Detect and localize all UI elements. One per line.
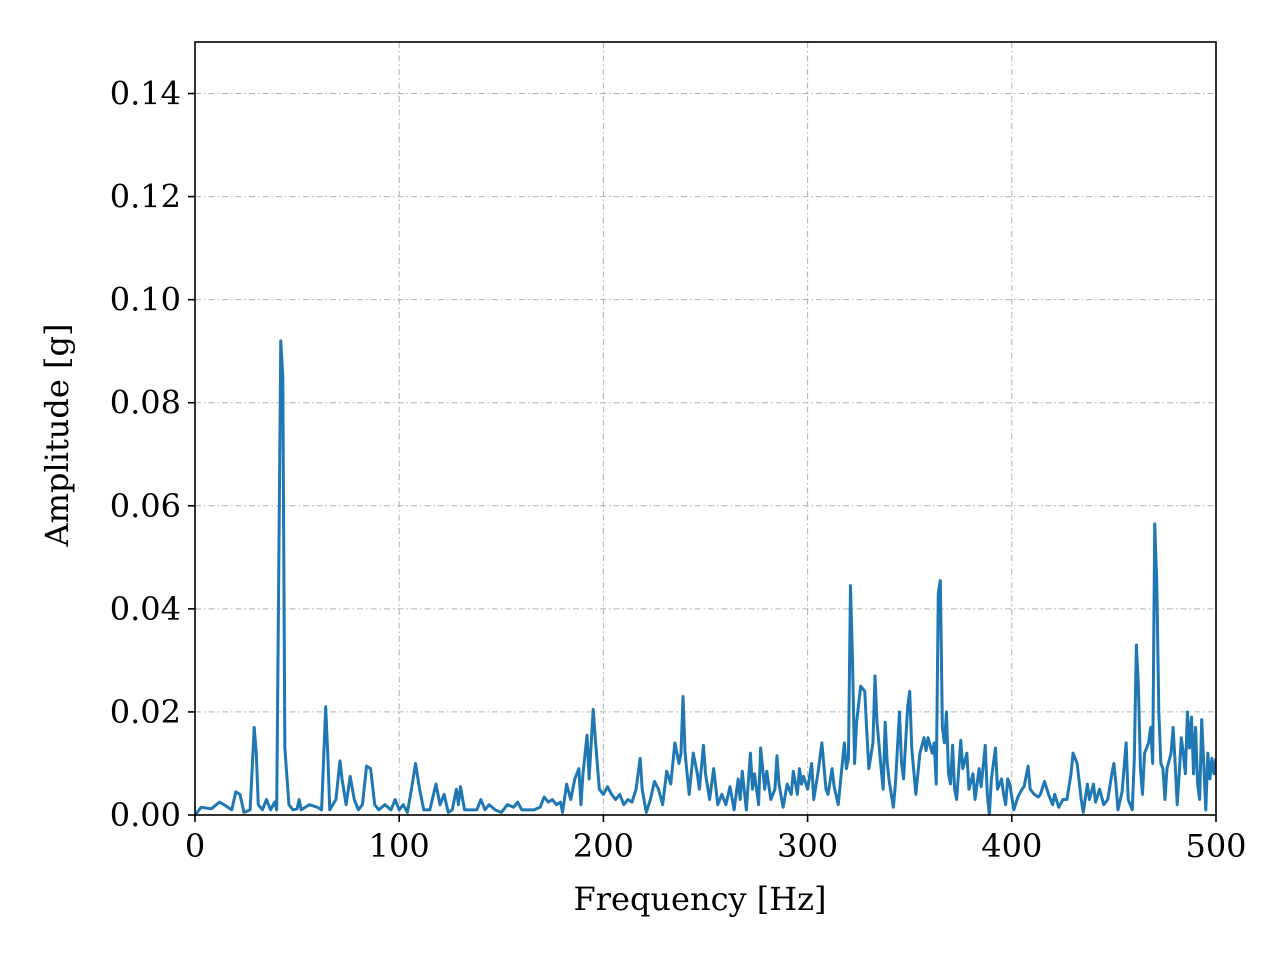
x-tick-label: 500 <box>1185 827 1246 865</box>
data-line <box>195 339 1216 815</box>
y-axis-label: Amplitude [g] <box>38 324 76 548</box>
y-tick-label: 0.02 <box>110 693 181 731</box>
ticks: 0 100 200 300 400 500 0.00 0.02 0.04 0.06 0.08 0.10… <box>110 75 1247 865</box>
y-tick-label: 0.10 <box>110 281 181 319</box>
x-tick-label: 300 <box>777 827 838 865</box>
y-tick-label: 0.04 <box>110 590 181 628</box>
x-tick-label: 100 <box>369 827 430 865</box>
x-tick-label: 200 <box>573 827 634 865</box>
x-tick-label: 0 <box>185 827 205 865</box>
axes-frame <box>194 41 1217 816</box>
y-tick-label: 0.08 <box>110 384 181 422</box>
y-tick-label: 0.00 <box>110 796 181 834</box>
plot-area <box>195 339 1216 815</box>
y-tick-label: 0.12 <box>110 178 181 216</box>
y-tick-label: 0.06 <box>110 487 181 525</box>
y-tick-label: 0.14 <box>110 75 181 113</box>
x-axis-label: Frequency [Hz] <box>574 880 827 918</box>
x-tick-label: 400 <box>981 827 1042 865</box>
